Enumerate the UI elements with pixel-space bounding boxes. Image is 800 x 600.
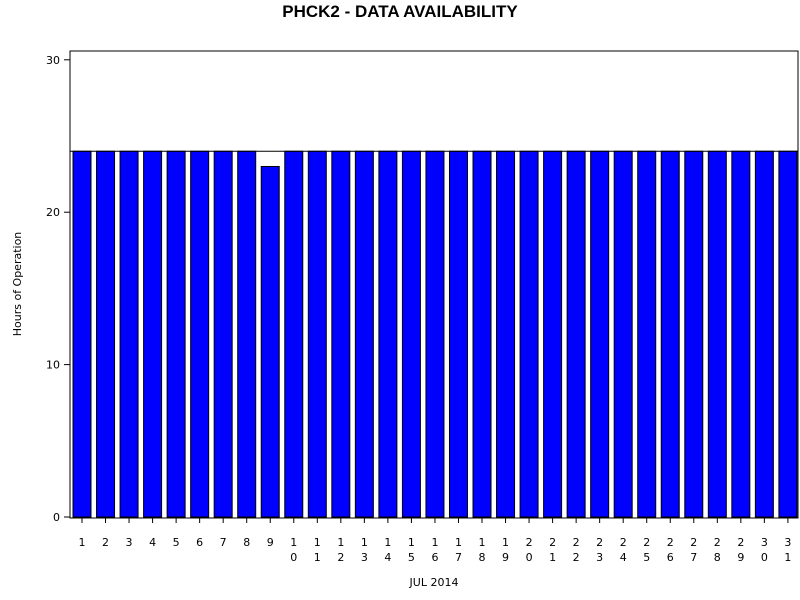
bar-20 xyxy=(519,150,539,518)
bar-27 xyxy=(684,150,704,518)
y-tick-label-20: 20 xyxy=(46,206,60,219)
x-tick-label-3: 3 xyxy=(126,536,133,549)
bar-28 xyxy=(707,150,727,518)
bar-31 xyxy=(778,150,798,518)
bar-29 xyxy=(731,150,751,518)
bar-7 xyxy=(213,150,233,518)
x-tick-label-5: 5 xyxy=(173,536,180,549)
bar-25 xyxy=(637,150,657,518)
x-tick-label-9: 9 xyxy=(267,536,274,549)
bar-8 xyxy=(237,150,257,518)
bar-4 xyxy=(143,150,163,518)
bar-6 xyxy=(190,150,210,518)
x-tick-label-4: 4 xyxy=(149,536,156,549)
bar-3 xyxy=(119,150,139,518)
bar-17 xyxy=(448,150,468,518)
bar-22 xyxy=(566,150,586,518)
bar-23 xyxy=(590,150,610,518)
x-tick-label-6: 6 xyxy=(196,536,203,549)
x-tick-label-1: 1 xyxy=(79,536,86,549)
x-tick-label-8: 8 xyxy=(243,536,250,549)
bar-14 xyxy=(378,150,398,518)
bar-30 xyxy=(754,150,774,518)
bar-21 xyxy=(543,150,563,518)
bar-16 xyxy=(425,150,445,518)
x-axis: 1 2 3 4 5 6 7 8 9 1 01 11 21 31 41 51 61 71 81 92 02 12 22 32 42… xyxy=(79,518,791,564)
x-axis-title: JUL 2014 xyxy=(409,576,459,589)
bar-13 xyxy=(354,150,374,518)
y-axis-title: Hours of Operation xyxy=(11,232,24,337)
bar-2 xyxy=(96,150,116,518)
bar-1 xyxy=(72,150,92,518)
bar-12 xyxy=(331,150,351,518)
bar-10 xyxy=(284,150,304,518)
x-tick-label-2: 2 xyxy=(102,536,109,549)
bar-26 xyxy=(660,150,680,518)
bar-19 xyxy=(496,150,516,518)
y-tick-label-10: 10 xyxy=(46,359,60,372)
bar-11 xyxy=(307,150,327,518)
bars xyxy=(72,150,798,518)
bar-18 xyxy=(472,150,492,518)
chart-title: PHCK2 - DATA AVAILABILITY xyxy=(282,2,518,21)
x-tick-label-7: 7 xyxy=(220,536,227,549)
y-tick-label-0: 0 xyxy=(53,511,60,524)
y-axis: 0 10 20 30 xyxy=(46,54,70,524)
y-tick-label-30: 30 xyxy=(46,54,60,67)
bar-15 xyxy=(401,150,421,518)
bar-9 xyxy=(260,165,280,518)
bar-24 xyxy=(613,150,633,518)
bar-5 xyxy=(166,150,186,518)
